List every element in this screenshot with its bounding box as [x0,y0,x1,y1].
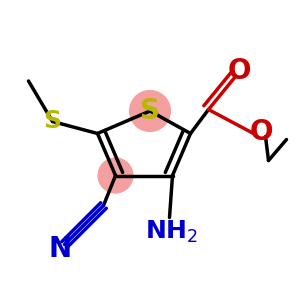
Text: NH$_2$: NH$_2$ [145,219,197,245]
Circle shape [98,158,133,193]
Text: S: S [44,110,62,134]
Text: N: N [48,235,72,263]
Circle shape [130,91,170,131]
Text: S: S [140,97,160,125]
Text: O: O [227,57,251,85]
Text: O: O [249,118,273,146]
